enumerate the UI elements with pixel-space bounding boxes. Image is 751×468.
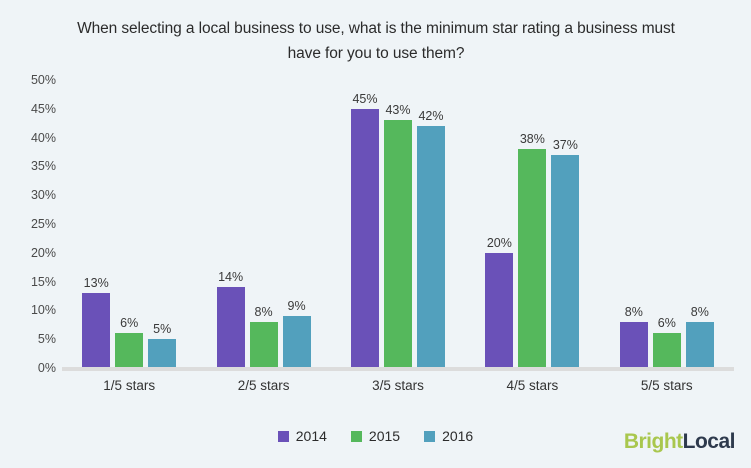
chart-title: When selecting a local business to use, … — [77, 20, 675, 62]
y-axis-tick: 5% — [37, 332, 56, 347]
bar-value-label: 45% — [352, 91, 378, 106]
bar-value-label: 8% — [690, 304, 709, 319]
bar-group: 45% 43% 42% — [331, 80, 465, 368]
legend-swatch-icon — [277, 430, 289, 442]
x-axis-line — [62, 367, 734, 371]
bar[interactable] — [216, 287, 245, 368]
y-axis-tick: 40% — [30, 130, 56, 145]
bar[interactable] — [685, 321, 714, 368]
y-axis-tick: 35% — [30, 159, 56, 174]
bar-group: 20% 38% 37% — [465, 80, 599, 368]
bar-group: 8% 6% 8% — [600, 80, 734, 368]
y-axis-tick: 0% — [37, 361, 56, 375]
y-axis: 50% 45% 40% 35% 30% 25% 20% 15% 10% 5% 0% — [0, 73, 56, 375]
logo-text-local: Local — [682, 430, 736, 453]
legend-swatch-icon — [424, 430, 436, 442]
bar[interactable] — [115, 333, 144, 368]
bar-group: 14% 8% 9% — [196, 80, 330, 368]
bar[interactable] — [652, 333, 681, 368]
bar[interactable] — [249, 321, 278, 368]
logo-text-bright: Bright — [623, 430, 683, 453]
bar[interactable] — [551, 154, 580, 368]
legend-label: 2014 — [295, 428, 327, 444]
y-axis-tick: 25% — [30, 217, 56, 231]
bar[interactable] — [383, 120, 412, 368]
y-axis-tick: 50% — [30, 73, 56, 87]
x-axis-label: 2/5 stars — [237, 378, 290, 393]
bar-group: 13% 6% 5% — [62, 80, 196, 368]
x-axis-label: 3/5 stars — [372, 378, 424, 393]
bar[interactable] — [148, 339, 177, 368]
bar-value-label: 8% — [254, 304, 273, 319]
y-axis-tick: 10% — [30, 303, 56, 318]
bar[interactable] — [485, 252, 514, 368]
bar[interactable] — [350, 108, 379, 368]
bar-value-label: 8% — [624, 304, 643, 319]
y-axis-tick: 45% — [30, 101, 56, 116]
legend-label: 2016 — [442, 428, 474, 444]
bar-value-label: 6% — [120, 316, 139, 331]
bar-value-label: 6% — [657, 316, 676, 331]
legend-swatch-icon — [350, 430, 362, 442]
plot-area: 13% 6% 5% 14% 8% 9% 45% 43% 42% 20% 38% 37% 8% 6% 8% — [62, 80, 734, 368]
bar-value-label: 14% — [218, 270, 244, 285]
brightlocal-logo: BrightLocal — [623, 430, 736, 454]
x-axis-labels: 1/5 stars 2/5 stars 3/5 stars 4/5 stars 5/5 … — [62, 378, 734, 402]
bar-value-label: 38% — [519, 132, 545, 147]
bar-value-label: 43% — [385, 103, 411, 118]
bar-value-label: 20% — [486, 235, 512, 250]
y-axis-tick: 20% — [30, 245, 56, 260]
legend-item-2016[interactable]: 2016 — [424, 428, 473, 444]
bar[interactable] — [416, 126, 445, 368]
bar-value-label: 13% — [83, 276, 109, 291]
x-axis-label: 1/5 stars — [103, 378, 156, 393]
legend-item-2014[interactable]: 2014 — [277, 428, 327, 444]
y-axis-tick: 30% — [30, 188, 56, 203]
bar-value-label: 9% — [287, 299, 306, 314]
legend-label: 2015 — [368, 428, 401, 444]
x-axis-label: 5/5 stars — [640, 378, 693, 393]
bar-value-label: 37% — [552, 137, 578, 152]
bar-value-label: 42% — [418, 109, 444, 124]
bar-value-label: 5% — [153, 322, 172, 337]
chart-legend: 2014 2015 2016 — [0, 428, 751, 444]
x-axis-label: 4/5 stars — [506, 378, 559, 393]
bar[interactable] — [619, 321, 648, 368]
legend-item-2015[interactable]: 2015 — [350, 428, 401, 444]
bar[interactable] — [82, 293, 111, 368]
y-axis-tick: 15% — [30, 274, 56, 289]
bar[interactable] — [282, 316, 311, 368]
bar[interactable] — [518, 149, 547, 368]
